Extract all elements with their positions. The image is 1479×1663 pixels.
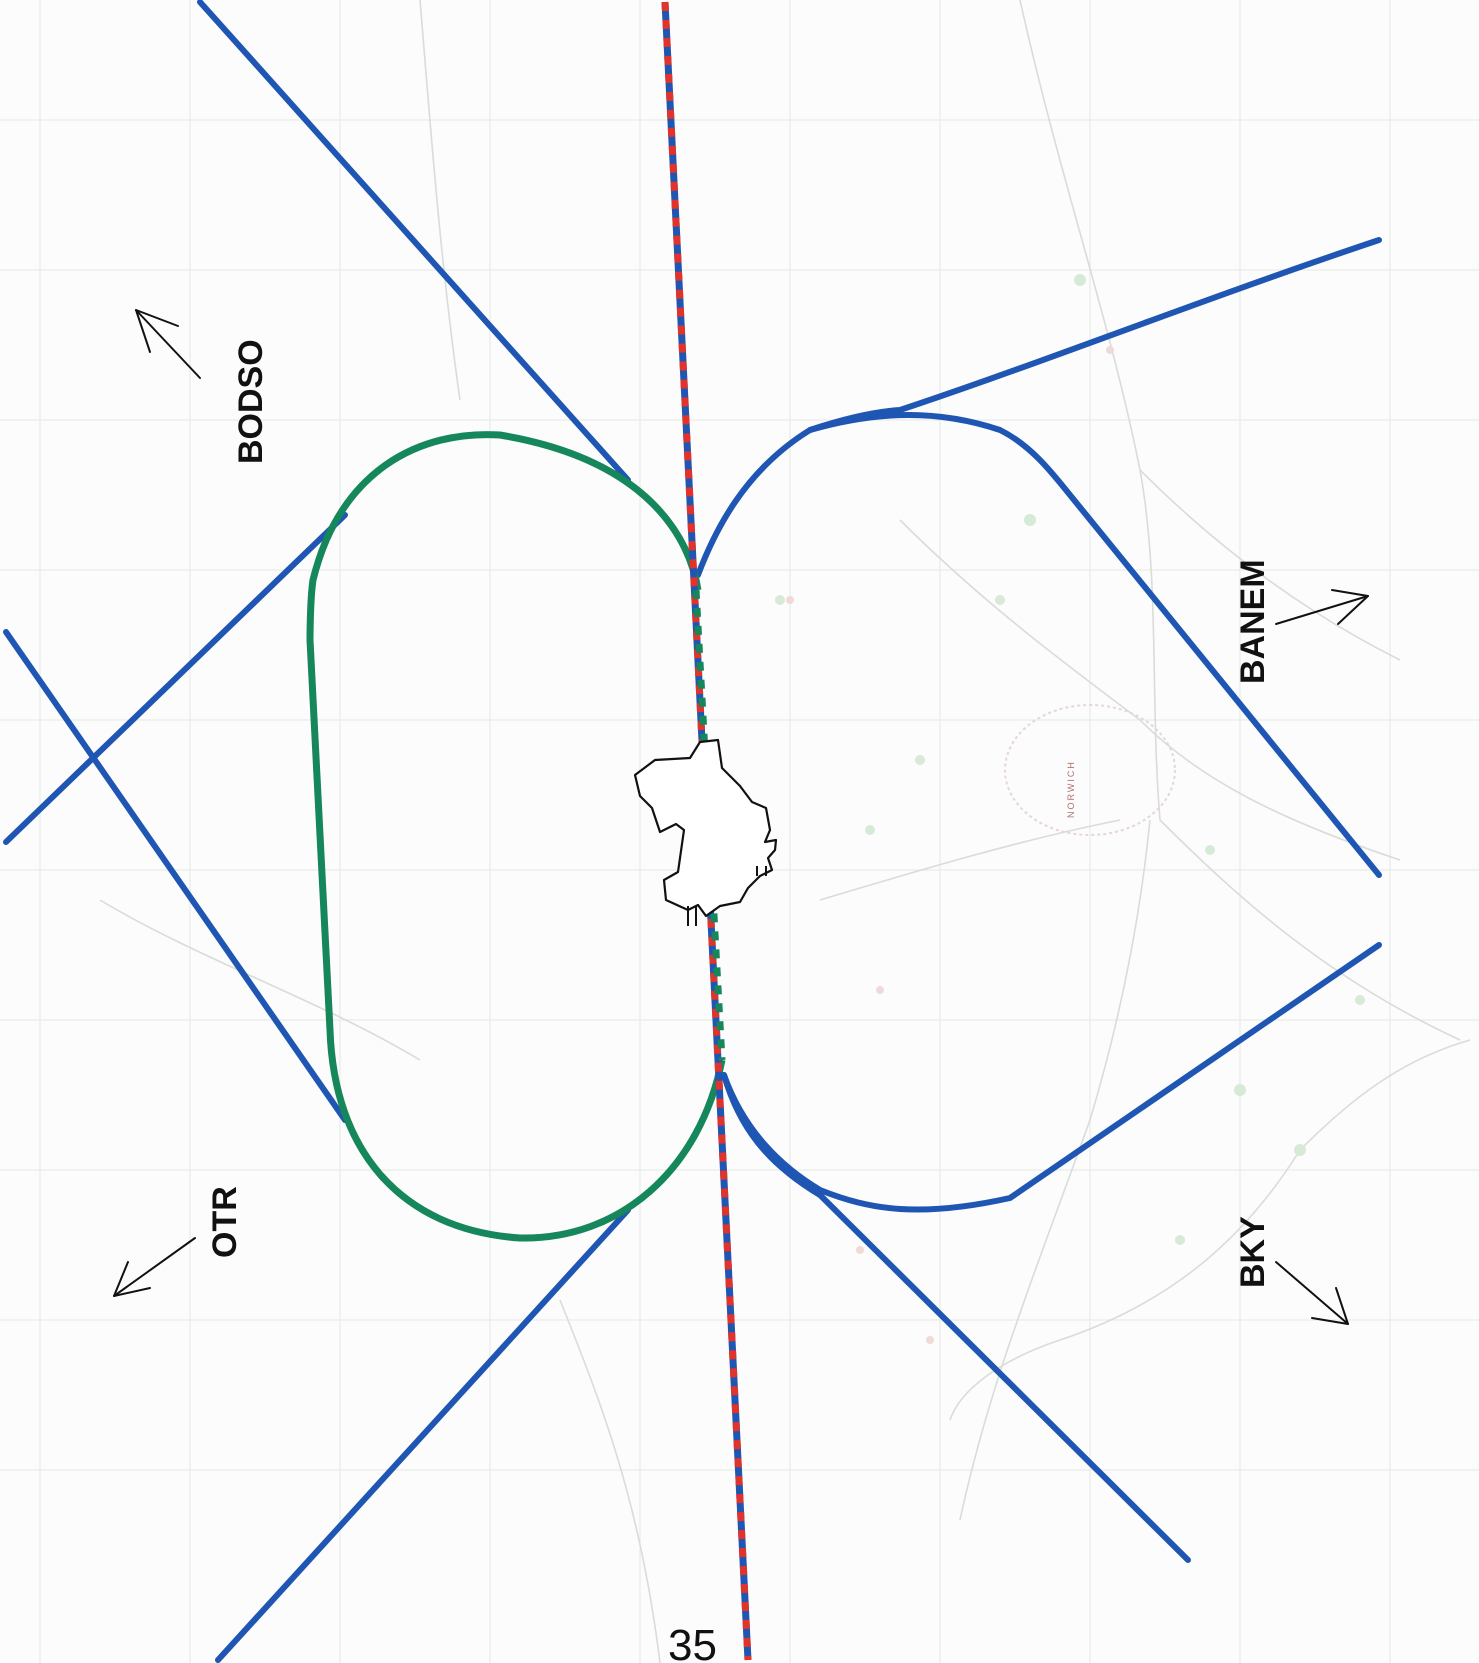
route-line-banem	[695, 237, 1382, 578]
map-roads	[99, 0, 1471, 1663]
airfield-marks	[687, 866, 767, 926]
route-line-sw	[215, 1207, 631, 1663]
arrow-bky-icon	[1275, 1261, 1349, 1325]
direction-arrows	[113, 309, 1369, 1325]
map-features	[775, 274, 1365, 1245]
route-label-bodso: BODSO	[232, 339, 270, 464]
route-line-east-loop	[807, 412, 1382, 878]
runway-number: 35	[668, 1621, 717, 1663]
route-label-otr: OTR	[206, 1186, 244, 1258]
route-line-se	[721, 1072, 1191, 1563]
route-line-bky	[721, 942, 1382, 1213]
route-line-w-long	[3, 629, 348, 1123]
town-area	[1004, 704, 1176, 836]
route-line-nw	[197, 0, 631, 483]
arrow-otr-icon	[113, 1237, 196, 1297]
route-label-bky: BKY	[1234, 1216, 1272, 1288]
arrow-banem-icon	[1275, 589, 1369, 625]
map-features-red	[786, 346, 1114, 1344]
route-line-w-short	[3, 512, 348, 845]
green-circuit	[306, 431, 726, 1242]
town-label: NORWICH	[1066, 760, 1076, 818]
arrow-bodso-icon	[135, 309, 201, 379]
route-label-banem: BANEM	[1234, 559, 1272, 684]
departure-route-lines	[3, 0, 1382, 1663]
airfield-boundary	[633, 738, 778, 918]
